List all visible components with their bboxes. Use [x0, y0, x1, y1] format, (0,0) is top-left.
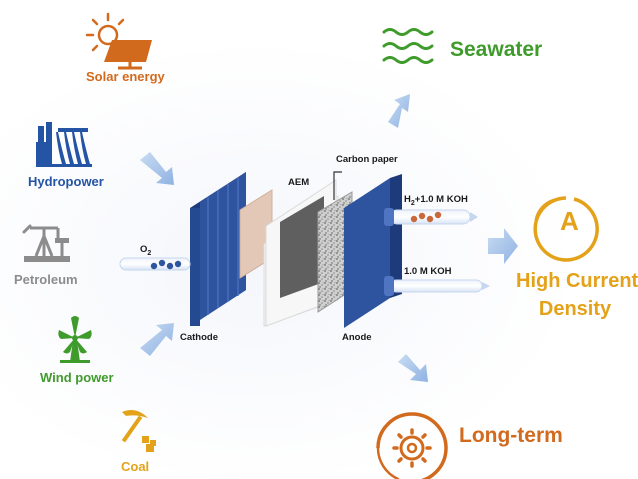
- solar-energy-label: Solar energy: [86, 69, 165, 84]
- h2-koh-outlet: [384, 208, 478, 226]
- hydropower-label: Hydropower: [28, 174, 104, 189]
- anode-plate: [344, 174, 402, 328]
- high-current-label-line2: Density: [538, 298, 612, 320]
- carbon-paper-label: Carbon paper: [336, 154, 398, 165]
- wind-power-label: Wind power: [40, 370, 114, 385]
- long-term-label: Long-term: [459, 424, 563, 447]
- oil-pump-icon: [22, 224, 70, 262]
- high-current-label-line1: High Current: [516, 270, 638, 292]
- cathode-plate: [190, 172, 246, 326]
- koh-label: 1.0 M KOH: [404, 266, 452, 277]
- cathode-label: Cathode: [180, 332, 218, 343]
- arrow-hydro: [140, 152, 174, 185]
- arrow-wind: [140, 323, 174, 356]
- arrow-seawater: [388, 94, 410, 128]
- seawater-label: Seawater: [450, 38, 543, 61]
- h2-koh-text: +1.0 M KOH: [414, 194, 468, 205]
- ampere-icon: [533, 196, 599, 262]
- o2-outlet: [119, 257, 191, 271]
- h2-subscript: 2: [410, 199, 415, 207]
- solar-panel-icon: [85, 12, 152, 70]
- cycle-gear-icon: [376, 412, 448, 479]
- pickaxe-coal-icon: [121, 410, 156, 452]
- wind-turbine-icon: [58, 316, 92, 363]
- coal-label: Coal: [121, 459, 150, 474]
- hydro-dam-icon: [36, 122, 92, 167]
- anode-label: Anode: [342, 332, 372, 343]
- carbon-paper-pointer: [333, 171, 342, 200]
- aem-label: AEM: [288, 177, 310, 188]
- h2-koh-label: H2+1.0 M KOH: [404, 194, 468, 207]
- arrow-longterm: [398, 354, 428, 382]
- koh-inlet: [384, 276, 490, 296]
- ampere-letter: A: [560, 206, 579, 236]
- h2-main: H: [404, 194, 411, 205]
- input-arrows: [140, 94, 518, 382]
- petroleum-label: Petroleum: [14, 272, 78, 287]
- water-waves-icon: [382, 28, 434, 64]
- arrow-current: [488, 228, 518, 264]
- o2-main: O: [140, 244, 148, 255]
- o2-label: O2: [140, 244, 151, 257]
- o2-subscript: 2: [147, 249, 152, 257]
